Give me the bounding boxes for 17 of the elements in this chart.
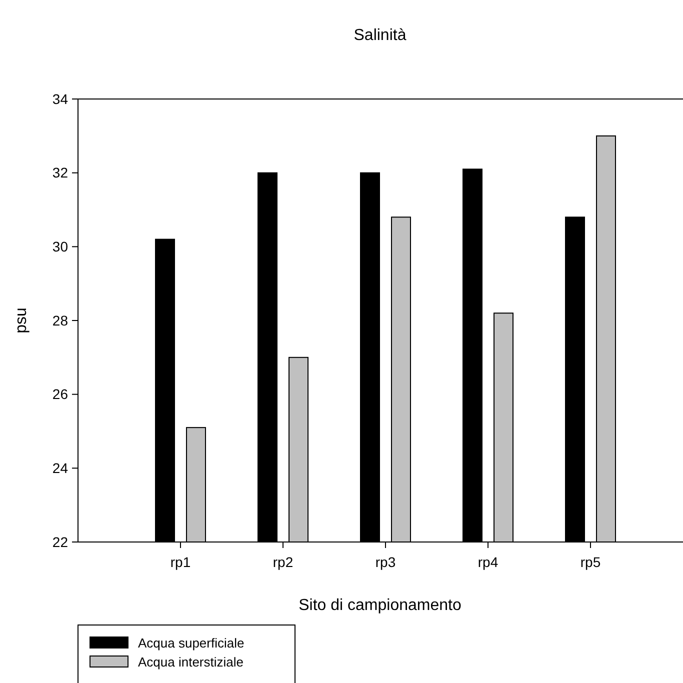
legend-label: Acqua superficiale xyxy=(138,636,244,651)
y-tick-label: 24 xyxy=(52,460,68,476)
y-tick-label: 34 xyxy=(52,90,68,107)
y-tick-label: 32 xyxy=(52,164,68,181)
chart-title: Salinità xyxy=(354,27,406,44)
x-tick-label: rp4 xyxy=(478,554,498,570)
y-tick-label: 26 xyxy=(52,386,68,402)
x-axis-title: Sito di campionamento xyxy=(298,597,462,614)
y-axis-title: psu xyxy=(13,308,30,334)
x-tick-label: rp3 xyxy=(375,554,396,570)
legend-label: Acqua interstiziale xyxy=(138,654,244,670)
x-tick-label: rp1 xyxy=(170,554,191,570)
y-tick-label: 22 xyxy=(52,534,68,550)
x-tick-label: rp2 xyxy=(272,554,294,570)
x-tick-label: rp5 xyxy=(580,554,601,570)
y-tick-label: 30 xyxy=(52,238,68,255)
y-tick-label: 28 xyxy=(52,312,68,328)
